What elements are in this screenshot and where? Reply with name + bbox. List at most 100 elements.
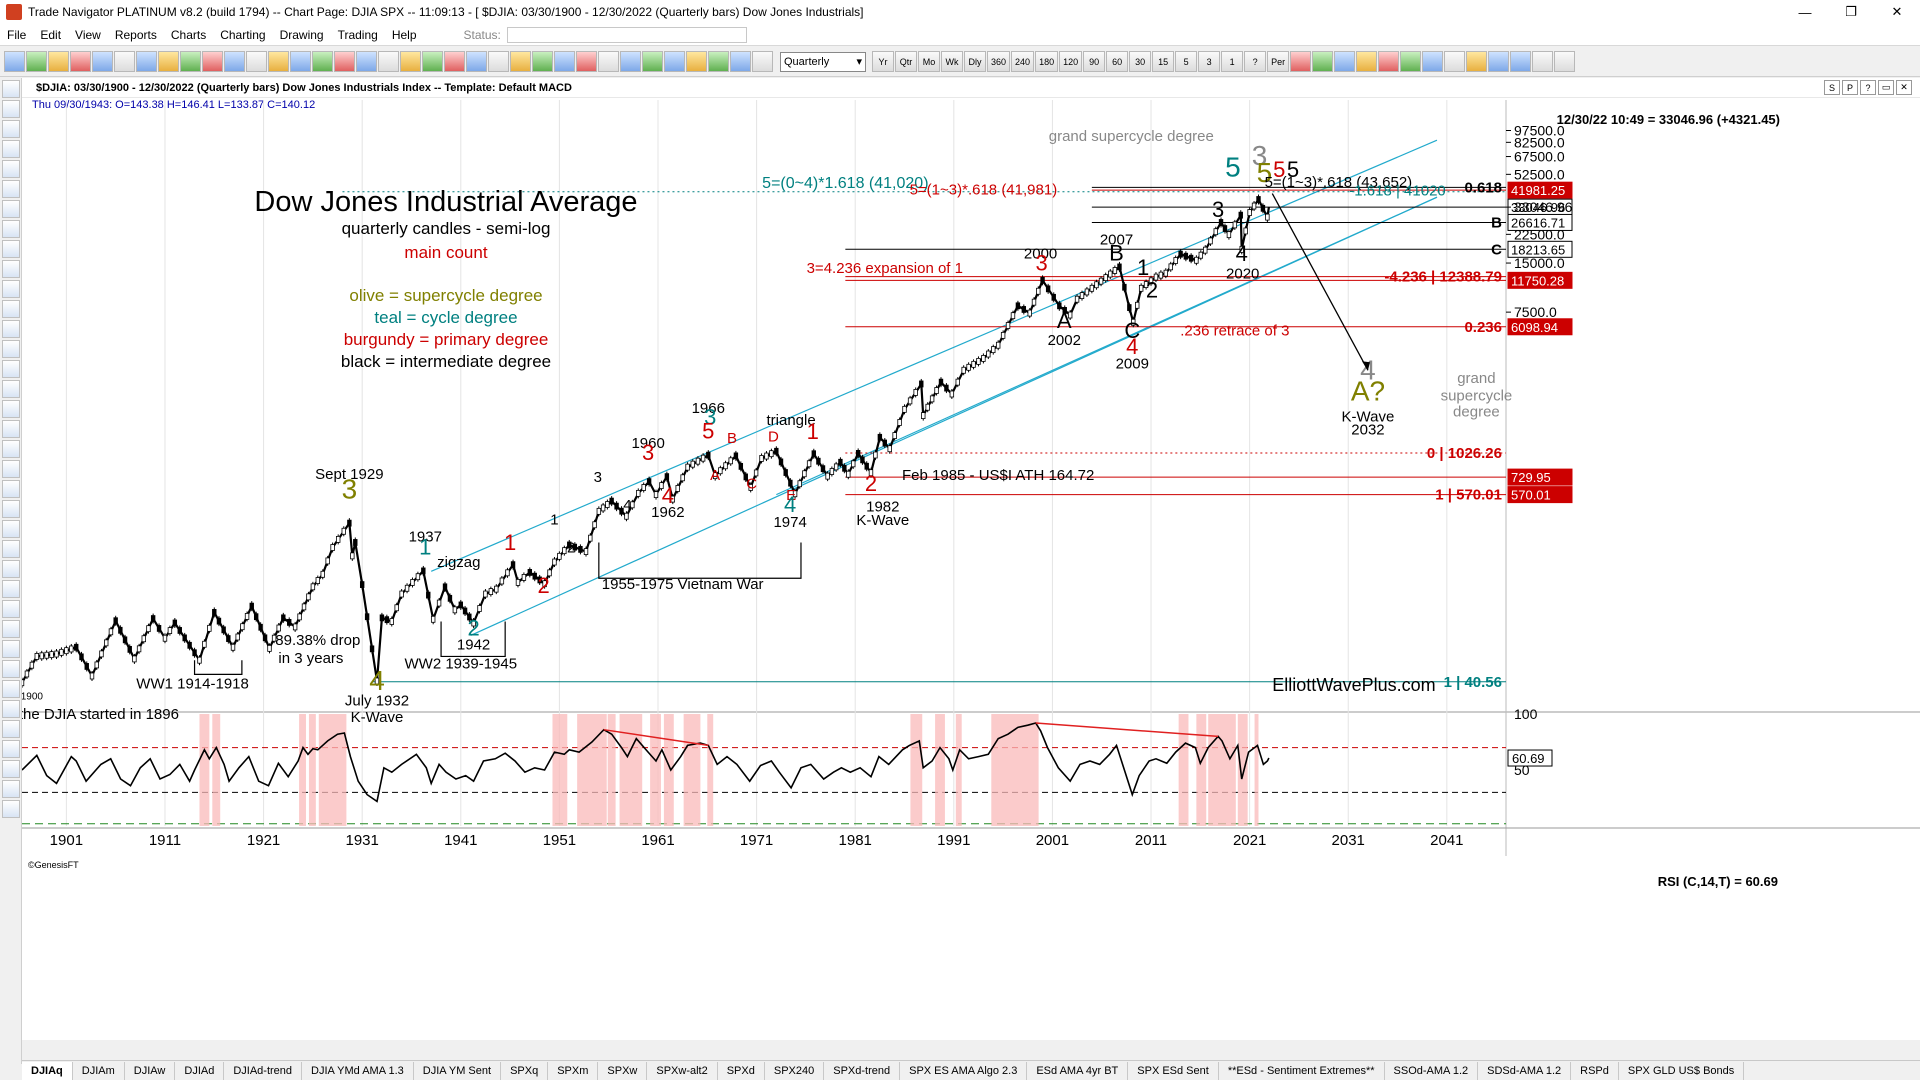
indicator-tool-icon[interactable]	[1400, 51, 1422, 72]
shape-tool-icon[interactable]	[2, 640, 20, 658]
bar-chart-tool-icon[interactable]	[1290, 51, 1312, 72]
price-range-tool-icon[interactable]	[2, 560, 20, 578]
zoom-out-icon[interactable]	[1554, 51, 1576, 72]
highlighter-tool-icon[interactable]	[2, 620, 20, 638]
check-tool-icon[interactable]	[642, 51, 663, 72]
lightning-tool-icon[interactable]	[400, 51, 421, 72]
period-button[interactable]: 360	[987, 51, 1011, 72]
undo-tool-icon[interactable]	[2, 760, 20, 778]
period-button[interactable]: Mo	[918, 51, 940, 72]
chart-header-button[interactable]: ✕	[1896, 80, 1912, 95]
speed-line-tool-icon[interactable]	[2, 520, 20, 538]
regression-tool-icon[interactable]	[2, 500, 20, 518]
restore-icon[interactable]: ❐	[1845, 4, 1857, 19]
fib-extension-tool-icon[interactable]	[2, 300, 20, 318]
volume-tool-icon[interactable]	[1378, 51, 1400, 72]
tab-djiad-trend[interactable]: DJIAd-trend	[224, 1061, 303, 1080]
bar-tool-icon[interactable]	[290, 51, 311, 72]
period-button[interactable]: 90	[1083, 51, 1106, 72]
compare-tool-icon[interactable]	[1422, 51, 1444, 72]
horizontal-line-tool-icon[interactable]	[2, 220, 20, 238]
fib-retracement-tool-icon[interactable]	[2, 280, 20, 298]
tab-spxm[interactable]: SPXm	[548, 1061, 599, 1080]
arrow-line-tool-icon[interactable]	[2, 440, 20, 458]
template-tool-icon[interactable]	[92, 51, 113, 72]
ray-tool-icon[interactable]	[2, 200, 20, 218]
measure-tool-icon[interactable]	[2, 580, 20, 598]
scan-tool-icon[interactable]	[268, 51, 289, 72]
tab-spx-esd-sent[interactable]: SPX ESd Sent	[1128, 1061, 1219, 1080]
period-button[interactable]: 3	[1198, 51, 1221, 72]
tab-spxw[interactable]: SPXw	[598, 1061, 648, 1080]
period-button[interactable]: Qtr	[895, 51, 917, 72]
more-tool-icon[interactable]	[2, 800, 20, 818]
folder-tool-icon[interactable]	[158, 51, 179, 72]
tab-sdsd-ama[interactable]: SDSd-AMA 1.2	[1478, 1061, 1572, 1080]
pin-tool-icon[interactable]	[686, 51, 707, 72]
hide-tool-icon[interactable]	[2, 680, 20, 698]
menu-charts[interactable]: Charts	[170, 27, 207, 42]
chart-header-button[interactable]: P	[1842, 80, 1858, 95]
strategy-tool-icon[interactable]	[312, 51, 333, 72]
columns-tool-icon[interactable]	[554, 51, 575, 72]
magnet-tool-icon[interactable]	[2, 160, 20, 178]
chart-header-button[interactable]: ▭	[1878, 80, 1894, 95]
price-chart[interactable]: 41981.25 5=(0~4)*1.618 (41,020) 0.618 33046…	[22, 78, 1920, 1040]
tab-djiam[interactable]: DJIAm	[73, 1061, 125, 1080]
menu-file[interactable]: File	[7, 27, 27, 42]
line-tool-icon[interactable]	[1334, 51, 1356, 72]
quote-tool-icon[interactable]	[26, 51, 47, 72]
tab-esd-ama[interactable]: ESd AMA 4yr BT	[1027, 1061, 1129, 1080]
menu-help[interactable]: Help	[391, 27, 417, 42]
zoom-in-icon[interactable]	[1532, 51, 1554, 72]
print-tool-icon[interactable]	[114, 51, 135, 72]
menu-view[interactable]: View	[75, 27, 101, 42]
heart-tool-icon[interactable]	[576, 51, 597, 72]
lock-tool-icon[interactable]	[2, 660, 20, 678]
trendline-tool-icon[interactable]	[2, 180, 20, 198]
refresh-tool-icon[interactable]	[708, 51, 729, 72]
chart-header-button[interactable]: ?	[1860, 80, 1876, 95]
eraser-tool-icon[interactable]	[2, 140, 20, 158]
list-tool-icon[interactable]	[730, 51, 751, 72]
triangle-tool-icon[interactable]	[2, 400, 20, 418]
period-button[interactable]: Yr	[872, 51, 894, 72]
text-tool-icon[interactable]	[2, 420, 20, 438]
chart-area[interactable]: $DJIA: 03/30/1900 - 12/30/2022 (Quarterl…	[22, 78, 1920, 1040]
tab-spxw-alt2[interactable]: SPXw-alt2	[647, 1061, 718, 1080]
crosshair-tool-icon[interactable]	[2, 100, 20, 118]
period-button[interactable]: Dly	[964, 51, 986, 72]
link-tool-icon[interactable]	[620, 51, 641, 72]
flag-tool-icon[interactable]	[444, 51, 465, 72]
tab-djiaq[interactable]: DJIAq	[22, 1061, 73, 1080]
period-button[interactable]: Per	[1267, 51, 1290, 72]
gann-tool-icon[interactable]	[2, 320, 20, 338]
pencil-tool-icon[interactable]	[2, 120, 20, 138]
zoom-tool-icon[interactable]	[378, 51, 399, 72]
period-button[interactable]: 1	[1221, 51, 1244, 72]
page-tool-icon[interactable]	[136, 51, 157, 72]
marker-tool-icon[interactable]	[2, 600, 20, 618]
alert-tool-icon[interactable]	[70, 51, 91, 72]
period-button[interactable]: ?	[1244, 51, 1267, 72]
fib-tool-icon[interactable]	[1356, 51, 1378, 72]
arrow-tool-icon[interactable]	[2, 80, 20, 98]
grid-tool-icon[interactable]	[180, 51, 201, 72]
vertical-line-tool-icon[interactable]	[2, 240, 20, 258]
drawing-tool-icon[interactable]	[1466, 51, 1488, 72]
rectangle-tool-icon[interactable]	[2, 360, 20, 378]
menu-charting[interactable]: Charting	[220, 27, 266, 42]
wave-label-tool-icon[interactable]	[2, 460, 20, 478]
properties-tool-icon[interactable]	[2, 740, 20, 758]
study-tool-icon[interactable]	[48, 51, 69, 72]
layout-tool-icon[interactable]	[356, 51, 377, 72]
news-tool-icon[interactable]	[246, 51, 267, 72]
period-button[interactable]: 240	[1011, 51, 1035, 72]
tab-spx-es-ama[interactable]: SPX ES AMA Algo 2.3	[900, 1061, 1028, 1080]
tab-esd-sentiment[interactable]: **ESd - Sentiment Extremes**	[1219, 1061, 1385, 1080]
tab-rspd[interactable]: RSPd	[1571, 1061, 1619, 1080]
redo-tool-icon[interactable]	[2, 780, 20, 798]
scroll-right-icon[interactable]	[1510, 51, 1532, 72]
pitchfork-tool-icon[interactable]	[2, 340, 20, 358]
tab-djia-ym-sent[interactable]: DJIA YM Sent	[414, 1061, 502, 1080]
